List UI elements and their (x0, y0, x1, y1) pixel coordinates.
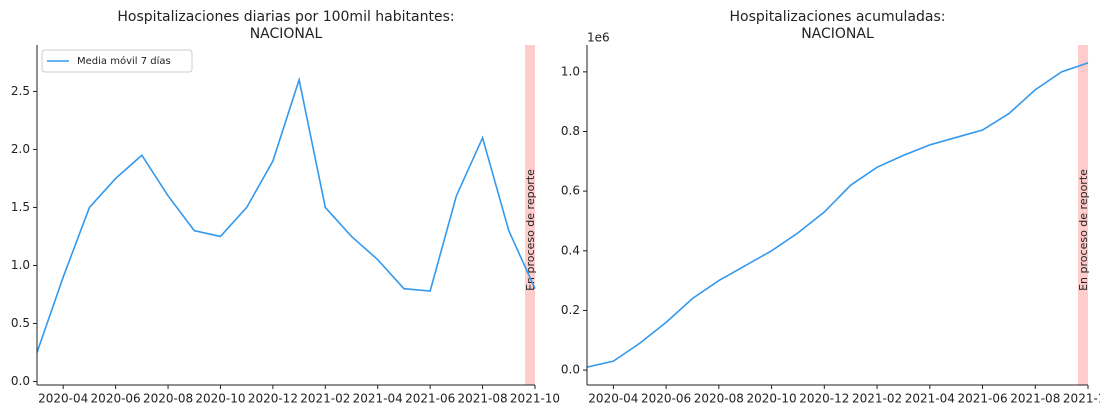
legend-label: Media móvil 7 días (77, 55, 171, 67)
y-tick-label: 2.0 (11, 142, 30, 156)
x-tick-label: 2021-10 (1063, 392, 1100, 406)
y-tick-label: 1.0 (11, 258, 30, 272)
chart-subtitle: NACIONAL (250, 26, 323, 42)
x-tick-label: 2020-08 (143, 392, 193, 406)
y-tick-label: 0.2 (561, 303, 580, 317)
x-tick-label: 2020-04 (588, 392, 638, 406)
chart-subtitle: NACIONAL (801, 26, 874, 42)
x-tick-label: 2020-08 (694, 392, 744, 406)
x-tick-label: 2020-06 (91, 392, 141, 406)
y-tick-label: 0.0 (11, 374, 30, 388)
chart-title: Hospitalizaciones diarias por 100mil hab… (117, 9, 454, 25)
x-tick-label: 2021-02 (300, 392, 350, 406)
y-tick-label: 0.5 (11, 316, 30, 330)
y-tick-label: 0.6 (561, 184, 580, 198)
x-tick-label: 2020-12 (799, 392, 849, 406)
legend-box (41, 49, 193, 73)
y-tick-label: 1.5 (11, 200, 30, 214)
y-tick-label: 0.0 (561, 363, 580, 377)
y-tick-label: 0.4 (561, 243, 580, 257)
x-tick-label: 2020-10 (195, 392, 245, 406)
y-tick-label: 2.5 (11, 84, 30, 98)
line (586, 62, 1089, 368)
x-tick-label: 2021-04 (353, 392, 403, 406)
report-band (525, 45, 535, 385)
band-label: En proceso de reporte (524, 169, 537, 291)
y-tick-label: 0.8 (561, 124, 580, 138)
x-tick-label: 2021-06 (957, 392, 1007, 406)
x-tick-label: 2020-12 (248, 392, 298, 406)
x-tick-label: 2021-02 (852, 392, 902, 406)
x-tick-label: 2020-10 (747, 392, 797, 406)
offset-label: 1e6 (587, 31, 610, 45)
x-tick-label: 2021-04 (905, 392, 955, 406)
x-tick-label: 2021-08 (1010, 392, 1060, 406)
y-tick-label: 1.0 (561, 64, 580, 78)
band-label: En proceso de reporte (1077, 169, 1090, 291)
line (36, 76, 536, 353)
x-tick-label: 2021-10 (510, 392, 560, 406)
x-tick-label: 2021-08 (458, 392, 508, 406)
chart-title: Hospitalizaciones acumuladas: (730, 9, 946, 25)
x-tick-label: 2020-04 (38, 392, 88, 406)
x-tick-label: 2021-06 (405, 392, 455, 406)
report-band (1078, 45, 1088, 385)
x-tick-label: 2020-06 (641, 392, 691, 406)
